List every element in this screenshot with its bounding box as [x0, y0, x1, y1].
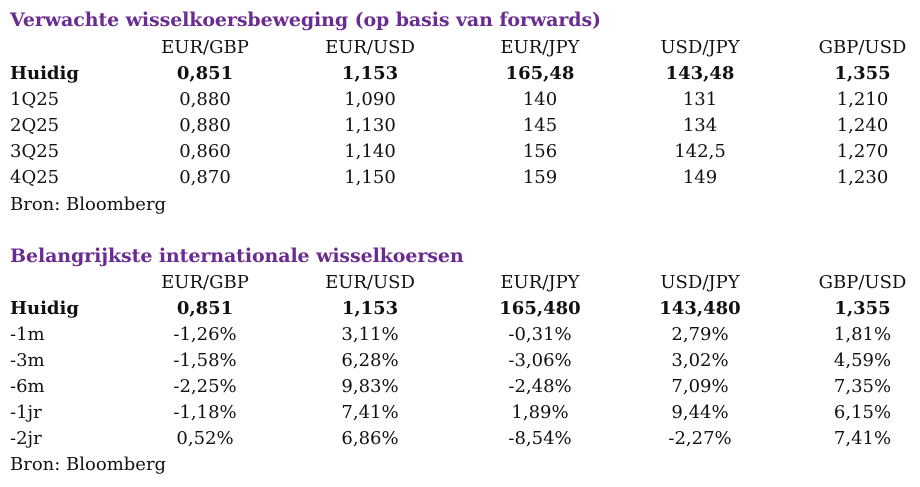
table-row: -3m -1,58% 6,28% -3,06% 3,02% 4,59%: [0, 348, 920, 374]
table-cell: 7,09%: [671, 376, 729, 397]
table-cell: 165,480: [499, 298, 581, 319]
source-note: Bron: Bloomberg: [10, 454, 167, 475]
exchange-rates-table: EUR/GBP EUR/USD EUR/JPY USD/JPY GBP/USD …: [0, 270, 920, 452]
table-cell: 1,355: [834, 298, 891, 319]
table-cell: 1,150: [344, 167, 396, 188]
table-cell: 149: [682, 167, 718, 188]
table-header-row: EUR/GBP EUR/USD EUR/JPY USD/JPY GBP/USD: [0, 270, 920, 296]
table-cell: 1,240: [836, 115, 889, 136]
table-cell: 1,210: [836, 89, 889, 110]
table-row: -1m -1,26% 3,11% -0,31% 2,79% 1,81%: [0, 322, 920, 348]
column-header: EUR/GBP: [161, 272, 249, 293]
row-label: -6m: [10, 376, 45, 397]
exchange-rates-title: Belangrijkste internationale wisselkoers…: [10, 245, 464, 267]
table-cell: 140: [522, 89, 558, 110]
row-label: Huidig: [10, 63, 79, 84]
column-header: EUR/JPY: [500, 37, 580, 58]
table-cell: 0,860: [179, 141, 231, 162]
table-cell: 131: [682, 89, 718, 110]
table-cell: -1,58%: [173, 350, 237, 371]
table-cell: 3,02%: [671, 350, 729, 371]
table-row: 3Q25 0,860 1,140 156 142,5 1,270: [0, 139, 920, 165]
table-cell: 0,880: [179, 89, 231, 110]
table-cell: 4,59%: [833, 350, 892, 371]
table-cell: 2,79%: [671, 324, 729, 345]
table-cell: -3,06%: [508, 350, 572, 371]
table-row: 2Q25 0,880 1,130 145 134 1,240: [0, 113, 920, 139]
column-header: USD/JPY: [660, 272, 740, 293]
table-cell: 1,090: [344, 89, 396, 110]
forward-rates-table: EUR/GBP EUR/USD EUR/JPY USD/JPY GBP/USD …: [0, 35, 920, 191]
table-cell: 7,35%: [833, 376, 892, 397]
table-cell: 0,851: [176, 63, 234, 84]
table-cell: -1,18%: [173, 402, 237, 423]
row-label: 4Q25: [10, 167, 60, 188]
table-cell: 6,15%: [833, 402, 892, 423]
row-label: -1jr: [10, 402, 42, 423]
table-cell: 142,5: [674, 141, 726, 162]
row-label: -1m: [10, 324, 45, 345]
table-cell: 0,880: [179, 115, 231, 136]
table-cell: 1,140: [344, 141, 396, 162]
table-row: Huidig 0,851 1,153 165,48 143,48 1,355: [0, 61, 920, 87]
column-header: EUR/JPY: [500, 272, 580, 293]
table-row: -1jr -1,18% 7,41% 1,89% 9,44% 6,15%: [0, 400, 920, 426]
source-note: Bron: Bloomberg: [10, 194, 167, 215]
table-cell: 6,86%: [341, 428, 399, 449]
table-cell: 1,270: [836, 141, 889, 162]
table-row: 1Q25 0,880 1,090 140 131 1,210: [0, 87, 920, 113]
table-cell: -2,25%: [173, 376, 237, 397]
table-cell: 0,851: [176, 298, 234, 319]
row-label: 3Q25: [10, 141, 60, 162]
column-header: GBP/USD: [818, 37, 907, 58]
row-label: -3m: [10, 350, 45, 371]
column-header: EUR/USD: [325, 272, 415, 293]
table-cell: 1,153: [341, 298, 399, 319]
table-cell: 1,153: [341, 63, 399, 84]
table-row: Huidig 0,851 1,153 165,480 143,480 1,355: [0, 296, 920, 322]
table-cell: 3,11%: [341, 324, 399, 345]
table-cell: 6,28%: [341, 350, 399, 371]
table-cell: 165,48: [505, 63, 575, 84]
table-cell: -2,27%: [668, 428, 732, 449]
table-cell: 1,230: [836, 167, 889, 188]
table-cell: 7,41%: [341, 402, 399, 423]
table-cell: 159: [522, 167, 558, 188]
table-cell: -2,48%: [508, 376, 572, 397]
row-label: 1Q25: [10, 89, 60, 110]
table-cell: 0,52%: [176, 428, 234, 449]
table-cell: 145: [522, 115, 558, 136]
table-cell: 143,48: [665, 63, 735, 84]
table-cell: 9,44%: [671, 402, 729, 423]
table-cell: -0,31%: [508, 324, 572, 345]
column-header: USD/JPY: [660, 37, 740, 58]
table-cell: 0,870: [179, 167, 231, 188]
forward-table-title: Verwachte wisselkoersbeweging (op basis …: [10, 9, 601, 31]
table-cell: 143,480: [659, 298, 741, 319]
table-cell: 1,81%: [833, 324, 892, 345]
table-row: -2jr 0,52% 6,86% -8,54% -2,27% 7,41%: [0, 426, 920, 452]
table-cell: -8,54%: [508, 428, 572, 449]
column-header: EUR/USD: [325, 37, 415, 58]
table-cell: -1,26%: [173, 324, 237, 345]
table-cell: 134: [682, 115, 718, 136]
row-label: Huidig: [10, 298, 79, 319]
row-label: -2jr: [10, 428, 42, 449]
table-cell: 1,355: [834, 63, 891, 84]
row-label: 2Q25: [10, 115, 60, 136]
table-row: -6m -2,25% 9,83% -2,48% 7,09% 7,35%: [0, 374, 920, 400]
table-row: 4Q25 0,870 1,150 159 149 1,230: [0, 165, 920, 191]
table-cell: 1,130: [344, 115, 396, 136]
table-header-row: EUR/GBP EUR/USD EUR/JPY USD/JPY GBP/USD: [0, 35, 920, 61]
table-cell: 9,83%: [341, 376, 399, 397]
column-header: GBP/USD: [818, 272, 907, 293]
table-cell: 156: [522, 141, 558, 162]
column-header: EUR/GBP: [161, 37, 249, 58]
table-cell: 7,41%: [833, 428, 892, 449]
table-cell: 1,89%: [511, 402, 569, 423]
